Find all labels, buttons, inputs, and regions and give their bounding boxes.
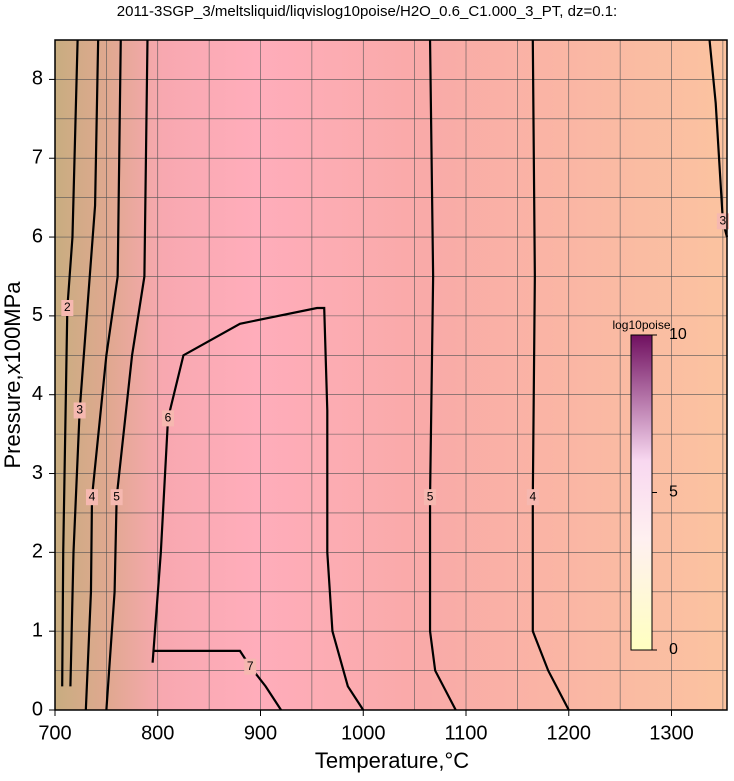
- plot-frame: [54, 39, 728, 711]
- y-tick-label: 1: [32, 619, 43, 641]
- x-tick-label: 800: [141, 722, 174, 744]
- y-tick-label: 0: [32, 698, 43, 720]
- contour-label-bg: [110, 489, 123, 506]
- contour-line: [428, 39, 457, 711]
- y-tick-label: 3: [32, 462, 43, 484]
- colorbar: [630, 334, 653, 651]
- contour-label-bg: [526, 489, 539, 506]
- y-tick-label: 6: [32, 225, 43, 247]
- contour-label-bg: [162, 410, 175, 427]
- contour-line: [105, 39, 149, 711]
- x-axis-label: Temperature,°C: [315, 748, 469, 773]
- x-tick-label: 1000: [341, 722, 386, 744]
- y-tick-label: 2: [32, 541, 43, 563]
- x-tick-label: 700: [38, 722, 71, 744]
- y-tick-label: 4: [32, 383, 43, 405]
- contour-label-bg: [716, 213, 729, 230]
- x-tick-label: 900: [244, 722, 277, 744]
- y-tick-label: 5: [32, 304, 43, 326]
- y-tick-label: 8: [32, 68, 43, 90]
- x-tick-label: 1200: [547, 722, 592, 744]
- plot-background: [55, 40, 727, 710]
- contour-label-bg: [244, 658, 257, 675]
- contour-line: [531, 39, 570, 711]
- contour-label: 4: [89, 489, 96, 503]
- contour-label: 7: [247, 659, 254, 673]
- colorbar-tick-label: 10: [669, 326, 687, 343]
- contour-label: 3: [76, 403, 83, 417]
- contour-label-bg: [424, 489, 437, 506]
- x-tick-label: 1100: [445, 722, 488, 744]
- chart-title: 2011-3SGP_3/meltsliquid/liqvislog10poise…: [117, 3, 617, 20]
- colorbar-tick-label: 0: [669, 641, 678, 658]
- contour-label: 4: [529, 489, 536, 503]
- colorbar-label: log10poise: [612, 318, 670, 332]
- contour-line: [61, 39, 79, 687]
- contour-label: 3: [720, 213, 727, 227]
- contour-label: 6: [165, 411, 172, 425]
- y-axis-label: Pressure,x100MPa: [0, 281, 25, 469]
- contour-label-bg: [73, 402, 86, 419]
- contour-line: [84, 39, 122, 711]
- contour-line: [151, 306, 365, 711]
- y-tick-label: 7: [32, 147, 43, 169]
- x-tick-label: 1300: [649, 722, 694, 744]
- contour-label-bg: [61, 300, 74, 316]
- contour-label: 5: [427, 489, 434, 503]
- contour-label: 5: [113, 489, 120, 503]
- colorbar-tick-label: 5: [669, 484, 678, 501]
- contour-label: 2: [64, 300, 71, 314]
- contour-label-bg: [85, 489, 98, 506]
